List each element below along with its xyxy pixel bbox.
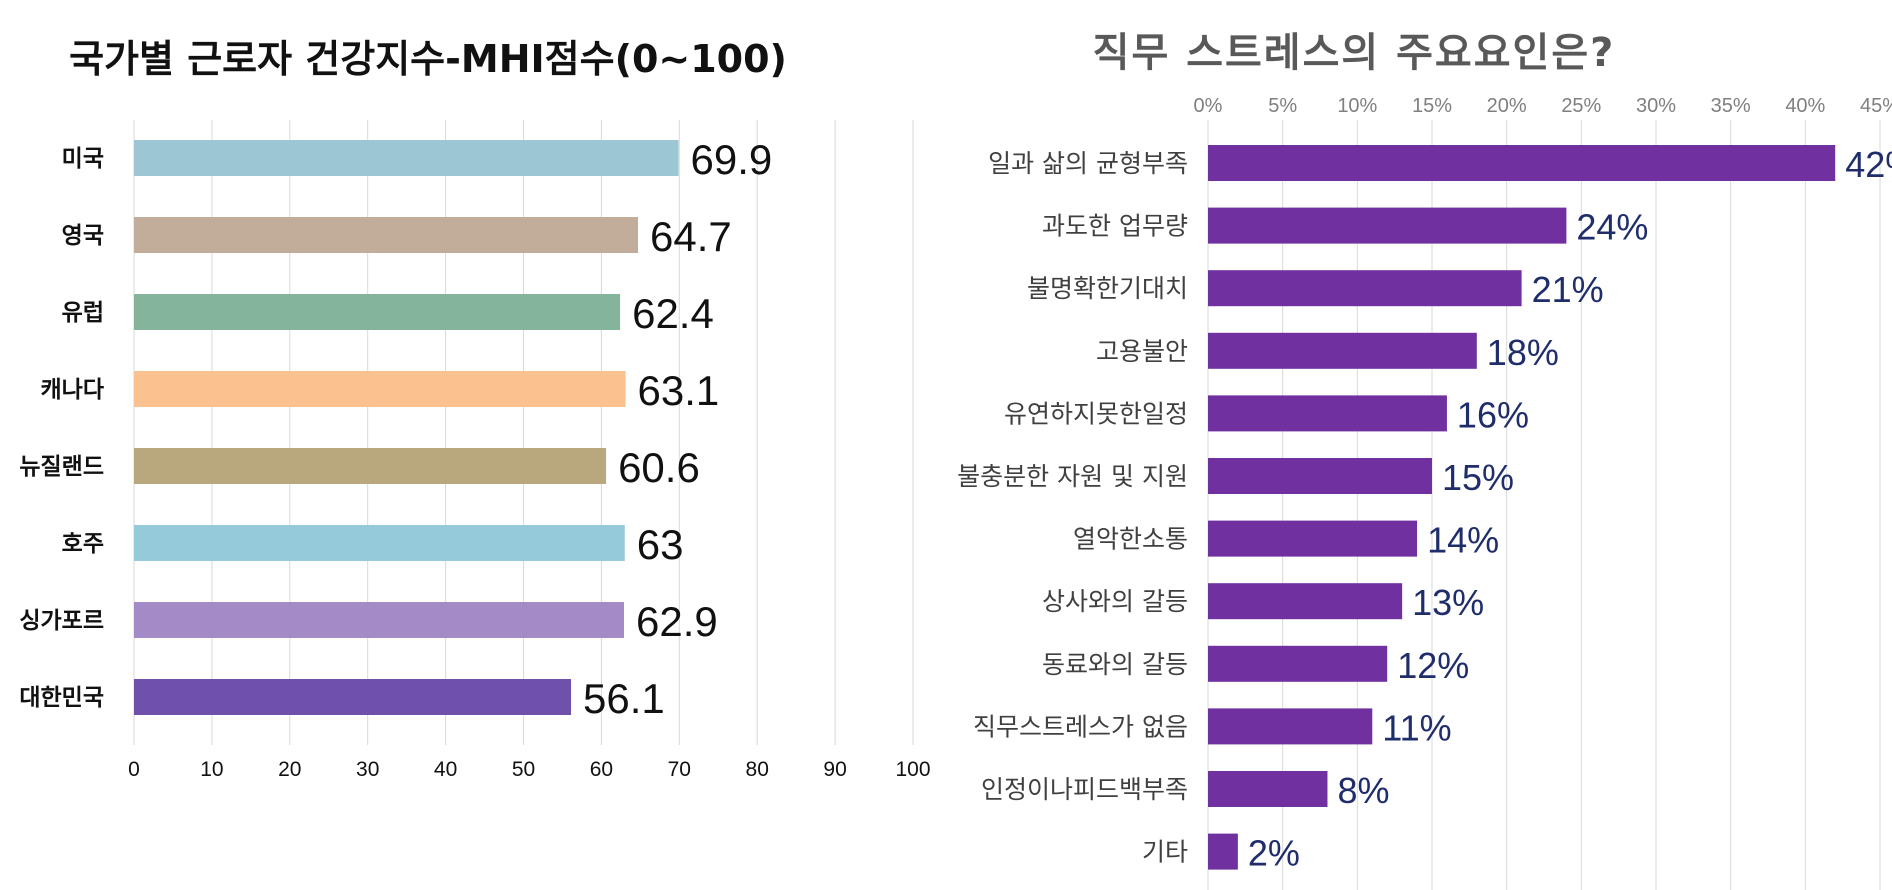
data-label: 2% bbox=[1248, 833, 1300, 874]
category-label: 인정이나피드백부족 bbox=[981, 775, 1188, 804]
category-label: 직무스트레스가 없음 bbox=[973, 712, 1188, 741]
bar bbox=[134, 217, 639, 253]
gridlines-mhi bbox=[133, 120, 914, 745]
data-label: 11% bbox=[1382, 707, 1451, 748]
category-label: 동료와의 갈등 bbox=[1042, 650, 1188, 679]
data-label: 18% bbox=[1487, 332, 1559, 373]
bars-stress bbox=[1208, 145, 1836, 870]
category-label: 불충분한 자원 및 지원 bbox=[957, 462, 1188, 491]
bar bbox=[1208, 708, 1373, 745]
data-label: 56.1 bbox=[583, 675, 665, 722]
x-tick-label: 80 bbox=[746, 758, 769, 781]
data-label: 14% bbox=[1427, 520, 1499, 561]
x-tick-label: 60 bbox=[590, 758, 613, 781]
bar bbox=[134, 140, 679, 176]
chart-title-mhi: 국가별 근로자 건강지수-MHI점수(0~100) bbox=[69, 37, 787, 81]
data-label: 64.7 bbox=[650, 213, 732, 260]
x-tick-label: 30% bbox=[1636, 95, 1676, 117]
x-tick-label: 15% bbox=[1412, 95, 1452, 117]
x-tick-label: 0% bbox=[1194, 95, 1223, 117]
bar bbox=[1208, 645, 1388, 682]
data-label: 42% bbox=[1845, 144, 1892, 185]
category-label: 뉴질랜드 bbox=[19, 454, 104, 480]
bar bbox=[1208, 207, 1567, 244]
bar bbox=[1208, 395, 1447, 432]
x-tick-label: 5% bbox=[1268, 95, 1297, 117]
bar bbox=[1208, 458, 1432, 494]
data-label: 60.6 bbox=[618, 444, 700, 491]
value-labels-stress: 42% 24% 21% 18% 16% 15% 14% 13% 12% 11% 8% 2% bbox=[1248, 144, 1892, 874]
category-label: 대한민국 bbox=[19, 685, 104, 711]
category-label: 캐나다 bbox=[41, 377, 104, 403]
x-tick-label: 35% bbox=[1711, 95, 1751, 117]
category-label: 영국 bbox=[62, 223, 104, 249]
x-tick-label: 20 bbox=[278, 758, 301, 781]
bar bbox=[134, 371, 626, 407]
category-label: 미국 bbox=[62, 146, 104, 172]
bar bbox=[1208, 270, 1522, 307]
category-label: 과도한 업무량 bbox=[1042, 212, 1188, 241]
data-label: 12% bbox=[1397, 645, 1469, 686]
bar bbox=[134, 294, 621, 330]
x-tick-label: 45% bbox=[1860, 95, 1892, 117]
x-tick-label: 20% bbox=[1487, 95, 1527, 117]
data-label: 24% bbox=[1576, 207, 1648, 248]
bar bbox=[134, 525, 625, 561]
x-axis-ticks-mhi: 0 10 20 30 40 50 60 70 80 90 100 bbox=[128, 758, 930, 781]
category-label: 상사와의 갈등 bbox=[1042, 587, 1188, 616]
x-tick-label: 50 bbox=[512, 758, 535, 781]
bar bbox=[1208, 520, 1418, 557]
category-label: 유연하지못한일정 bbox=[1004, 399, 1188, 428]
chart-title-job-stress: 직무 스트레스의 주요요인은? bbox=[1093, 30, 1616, 76]
x-tick-label: 70 bbox=[668, 758, 691, 781]
x-tick-label: 40% bbox=[1785, 95, 1825, 117]
category-label: 기타 bbox=[1142, 838, 1188, 867]
data-label: 15% bbox=[1442, 457, 1514, 498]
category-label: 불명확한기대치 bbox=[1027, 274, 1188, 303]
category-label: 일과 삶의 균형부족 bbox=[988, 149, 1188, 178]
bars-mhi bbox=[134, 140, 679, 715]
x-tick-label: 90 bbox=[823, 758, 846, 781]
chart-mhi-by-country: 국가별 근로자 건강지수-MHI점수(0~100) 미국영국유럽캐나다뉴질랜드호… bbox=[19, 37, 930, 781]
bar bbox=[1208, 833, 1238, 870]
bar bbox=[134, 602, 624, 638]
x-tick-label: 0 bbox=[128, 758, 140, 781]
x-tick-label: 40 bbox=[434, 758, 457, 781]
x-tick-label: 10% bbox=[1337, 95, 1377, 117]
bar bbox=[134, 448, 607, 484]
data-label: 13% bbox=[1412, 582, 1484, 623]
data-label: 21% bbox=[1532, 269, 1604, 310]
category-label: 싱가포르 bbox=[19, 608, 104, 634]
data-label: 63.1 bbox=[638, 367, 720, 414]
data-label: 8% bbox=[1337, 770, 1389, 811]
gridlines-stress bbox=[1207, 120, 1881, 890]
category-label: 열악한소통 bbox=[1073, 525, 1188, 554]
x-tick-label: 25% bbox=[1561, 95, 1601, 117]
data-label: 16% bbox=[1457, 394, 1529, 435]
data-label: 63 bbox=[637, 521, 684, 568]
x-tick-label: 100 bbox=[895, 758, 930, 781]
x-axis-ticks-stress: 0% 5% 10% 15% 20% 25% 30% 35% 40% 45% bbox=[1194, 95, 1892, 117]
bar bbox=[1208, 332, 1477, 369]
value-labels-mhi: 69.9 64.7 62.4 63.1 60.6 63 62.9 56.1 bbox=[583, 136, 772, 722]
category-label: 호주 bbox=[62, 531, 104, 557]
bar bbox=[1208, 771, 1328, 807]
category-label: 유럽 bbox=[62, 300, 104, 326]
x-tick-label: 30 bbox=[356, 758, 379, 781]
bar bbox=[1208, 145, 1836, 181]
data-label: 69.9 bbox=[691, 136, 773, 183]
category-label: 고용불안 bbox=[1096, 337, 1188, 366]
data-label: 62.4 bbox=[632, 290, 714, 337]
bar bbox=[134, 679, 572, 715]
bar bbox=[1208, 583, 1403, 620]
x-tick-label: 10 bbox=[200, 758, 223, 781]
data-label: 62.9 bbox=[636, 598, 718, 645]
